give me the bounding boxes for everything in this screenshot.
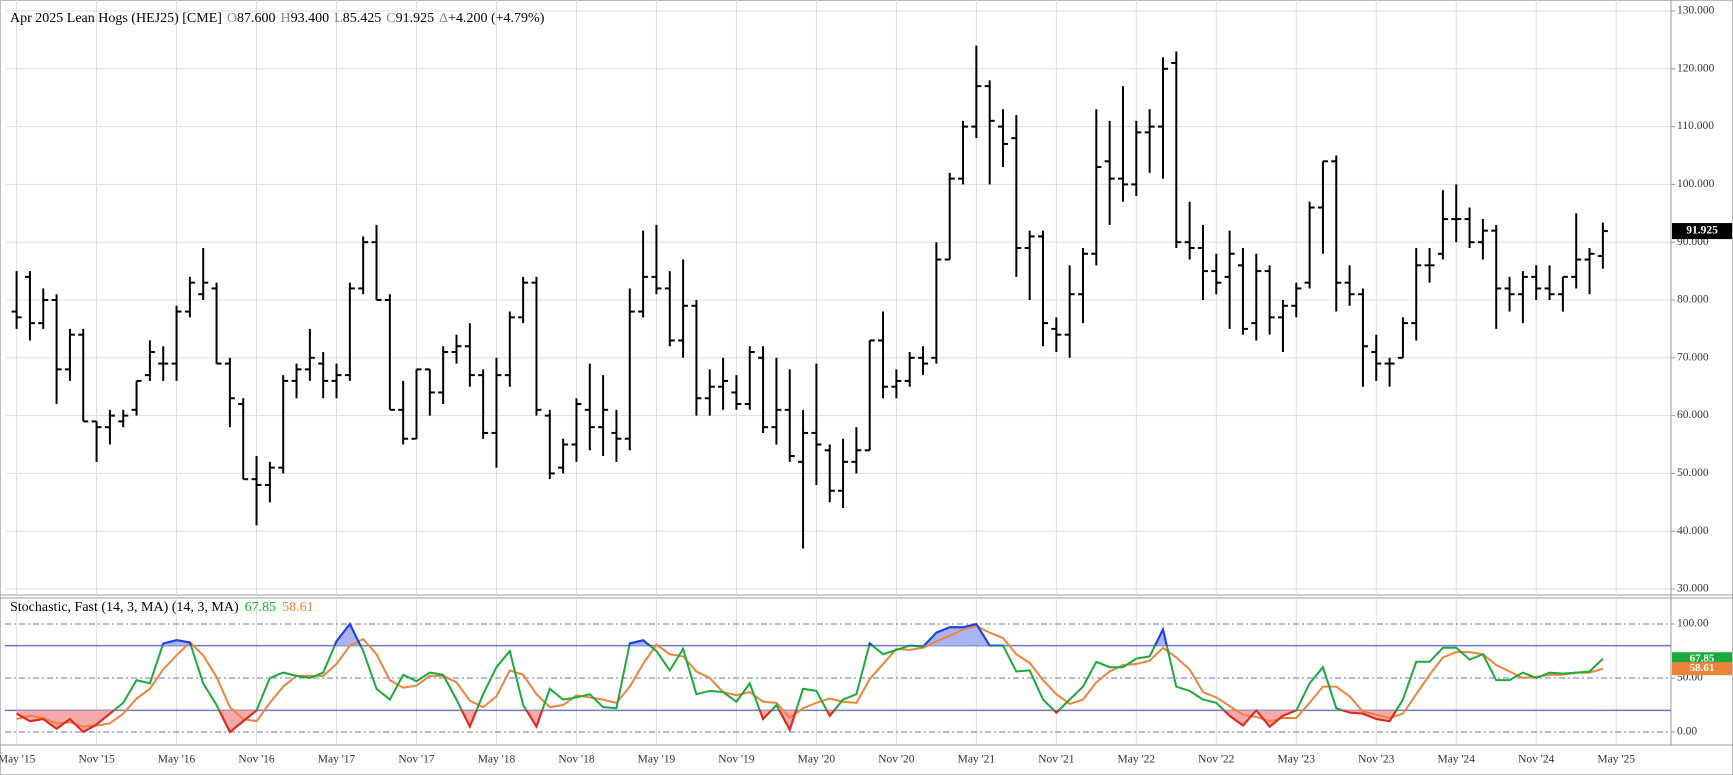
x-tick-label: May '23 <box>1278 754 1316 766</box>
quote-value: 93.400 <box>291 11 330 26</box>
quote-key: Δ <box>439 11 448 26</box>
last-value-label: 58.61 <box>1690 662 1715 674</box>
y-tick-label: 60.000 <box>1677 409 1709 421</box>
x-tick-label: Nov '24 <box>1518 754 1555 766</box>
x-tick-label: Nov '17 <box>398 754 435 766</box>
quote-value: 91.925 <box>396 11 435 26</box>
d-last: 58.61 <box>282 600 314 615</box>
stoch-title: Stochastic, Fast (14, 3, MA) (14, 3, MA) <box>10 600 239 615</box>
x-tick-label: Nov '22 <box>1198 754 1235 766</box>
quote-value: +4.200 (+4.79%) <box>448 11 545 26</box>
quote-value: 85.425 <box>343 11 382 26</box>
y-tick-label: 100.00 <box>1677 618 1709 630</box>
last-price-label: 91.925 <box>1686 225 1718 237</box>
quote-key: H <box>281 11 291 26</box>
x-tick-label: May '18 <box>478 754 516 766</box>
x-tick-label: Nov '23 <box>1358 754 1395 766</box>
y-tick-label: 30.000 <box>1677 583 1709 595</box>
quote-key: O <box>227 11 237 26</box>
x-tick-label: May '16 <box>158 754 196 766</box>
y-tick-label: 50.000 <box>1677 467 1709 479</box>
k-line <box>16 622 1604 734</box>
quote-key: C <box>386 11 395 26</box>
k-last: 67.85 <box>245 600 277 615</box>
y-tick-label: 110.000 <box>1677 120 1714 132</box>
d-line <box>16 625 1604 728</box>
x-tick-label: Nov '18 <box>558 754 595 766</box>
x-tick-label: May '21 <box>958 754 996 766</box>
chart-title: Apr 2025 Lean Hogs (HEJ25) [CME] <box>10 11 222 26</box>
last-value-box <box>1672 652 1732 666</box>
x-tick-label: May '24 <box>1437 754 1475 766</box>
y-tick-label: 100.000 <box>1677 178 1715 190</box>
x-tick-label: Nov '21 <box>1038 754 1075 766</box>
y-tick-label: 70.000 <box>1677 351 1709 363</box>
y-tick-label: 40.000 <box>1677 525 1709 537</box>
x-tick-label: May '22 <box>1118 754 1156 766</box>
x-tick-label: May '25 <box>1597 754 1635 766</box>
price-legend: Apr 2025 Lean Hogs (HEJ25) [CME] O87.600 H… <box>10 11 545 26</box>
x-tick-label: May '20 <box>798 754 836 766</box>
x-tick-label: Nov '15 <box>78 754 115 766</box>
last-price-box <box>1672 223 1732 240</box>
stoch-legend: Stochastic, Fast (14, 3, MA) (14, 3, MA)… <box>10 600 314 615</box>
y-tick-label: 80.000 <box>1677 294 1709 306</box>
x-tick-label: May '17 <box>318 754 356 766</box>
y-tick-label: 0.00 <box>1677 726 1697 738</box>
x-tick-label: Nov '16 <box>238 754 275 766</box>
last-value-label: 67.85 <box>1690 652 1715 664</box>
x-tick-label: May '19 <box>638 754 676 766</box>
x-tick-label: Nov '20 <box>878 754 915 766</box>
overbought-fill <box>162 624 1167 646</box>
x-tick-label: May '15 <box>0 754 36 766</box>
y-tick-label: 130.000 <box>1677 5 1715 17</box>
last-value-box <box>1672 662 1732 676</box>
x-tick-label: Nov '19 <box>718 754 755 766</box>
quote-key: L <box>334 11 343 26</box>
y-tick-label: 120.000 <box>1677 62 1715 74</box>
quote-value: 87.600 <box>237 11 276 26</box>
